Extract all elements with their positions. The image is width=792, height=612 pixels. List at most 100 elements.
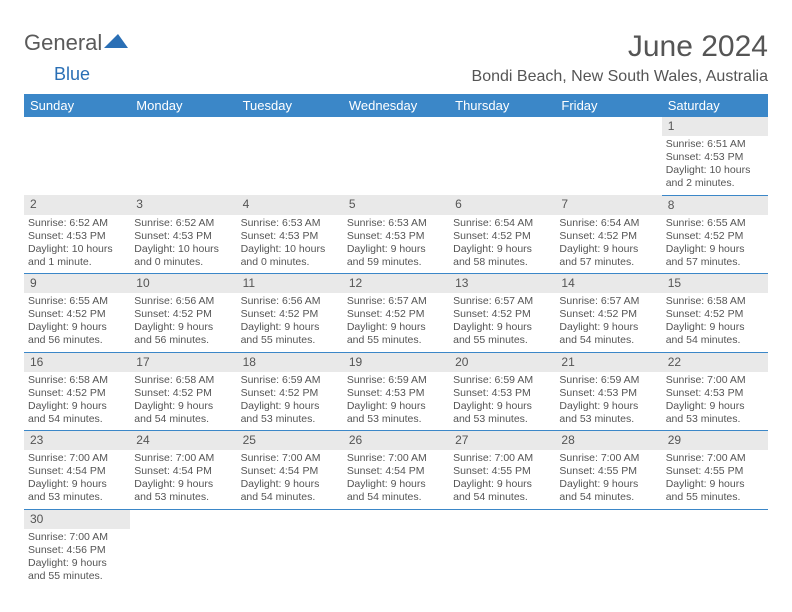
day-sunset: Sunset: 4:52 PM bbox=[559, 308, 657, 321]
day-content-cell: Sunrise: 6:54 AMSunset: 4:52 PMDaylight:… bbox=[449, 215, 555, 274]
day-number-cell bbox=[130, 117, 236, 136]
day-number-cell: 8 bbox=[662, 195, 768, 215]
day-content-cell: Sunrise: 7:00 AMSunset: 4:54 PMDaylight:… bbox=[237, 450, 343, 509]
day-content-cell: Sunrise: 6:59 AMSunset: 4:53 PMDaylight:… bbox=[449, 372, 555, 431]
day-sunrise: Sunrise: 6:55 AM bbox=[28, 295, 126, 308]
day-sunrise: Sunrise: 7:00 AM bbox=[134, 452, 232, 465]
day-sunset: Sunset: 4:53 PM bbox=[28, 230, 126, 243]
day-sunrise: Sunrise: 6:56 AM bbox=[134, 295, 232, 308]
day-header: Monday bbox=[130, 94, 236, 117]
day-d2: and 56 minutes. bbox=[28, 334, 126, 347]
logo-sail-icon bbox=[104, 34, 118, 48]
day-number-cell: 11 bbox=[237, 274, 343, 294]
day-number-cell: 14 bbox=[555, 274, 661, 294]
day-content-cell: Sunrise: 6:53 AMSunset: 4:53 PMDaylight:… bbox=[343, 215, 449, 274]
day-d2: and 55 minutes. bbox=[453, 334, 551, 347]
day-number-cell bbox=[24, 117, 130, 136]
day-header: Friday bbox=[555, 94, 661, 117]
day-sunset: Sunset: 4:54 PM bbox=[241, 465, 339, 478]
day-sunrise: Sunrise: 6:52 AM bbox=[28, 217, 126, 230]
day-sunset: Sunset: 4:54 PM bbox=[347, 465, 445, 478]
day-content-cell bbox=[449, 136, 555, 195]
logo: General Blue bbox=[24, 30, 128, 77]
day-d1: Daylight: 9 hours bbox=[666, 321, 764, 334]
day-content-cell bbox=[130, 136, 236, 195]
day-sunrise: Sunrise: 6:55 AM bbox=[666, 217, 764, 230]
day-d1: Daylight: 9 hours bbox=[241, 478, 339, 491]
calendar-body: 1Sunrise: 6:51 AMSunset: 4:53 PMDaylight… bbox=[24, 117, 768, 587]
logo-sail2-icon bbox=[118, 34, 128, 48]
day-number-cell: 13 bbox=[449, 274, 555, 294]
day-content-cell: Sunrise: 6:57 AMSunset: 4:52 PMDaylight:… bbox=[343, 293, 449, 352]
day-d1: Daylight: 9 hours bbox=[28, 557, 126, 570]
day-content-cell bbox=[237, 529, 343, 588]
day-sunset: Sunset: 4:53 PM bbox=[453, 387, 551, 400]
month-title: June 2024 bbox=[472, 30, 768, 64]
day-number-cell: 4 bbox=[237, 195, 343, 215]
day-sunset: Sunset: 4:52 PM bbox=[134, 308, 232, 321]
day-d1: Daylight: 9 hours bbox=[453, 400, 551, 413]
day-d1: Daylight: 9 hours bbox=[347, 478, 445, 491]
day-d2: and 54 minutes. bbox=[559, 491, 657, 504]
day-sunset: Sunset: 4:52 PM bbox=[559, 230, 657, 243]
day-content-cell: Sunrise: 7:00 AMSunset: 4:55 PMDaylight:… bbox=[449, 450, 555, 509]
day-number-cell: 23 bbox=[24, 431, 130, 451]
day-content-cell bbox=[237, 136, 343, 195]
day-number-cell: 29 bbox=[662, 431, 768, 451]
day-content-row: Sunrise: 7:00 AMSunset: 4:54 PMDaylight:… bbox=[24, 450, 768, 509]
day-number-cell: 2 bbox=[24, 195, 130, 215]
day-sunrise: Sunrise: 6:54 AM bbox=[559, 217, 657, 230]
day-d1: Daylight: 9 hours bbox=[666, 478, 764, 491]
day-content-cell: Sunrise: 6:59 AMSunset: 4:53 PMDaylight:… bbox=[555, 372, 661, 431]
day-content-cell bbox=[555, 529, 661, 588]
day-header: Sunday bbox=[24, 94, 130, 117]
day-sunrise: Sunrise: 6:53 AM bbox=[241, 217, 339, 230]
day-d2: and 53 minutes. bbox=[347, 413, 445, 426]
day-sunrise: Sunrise: 6:59 AM bbox=[347, 374, 445, 387]
day-number-cell: 19 bbox=[343, 352, 449, 372]
daynum-row: 2345678 bbox=[24, 195, 768, 215]
day-number-cell bbox=[555, 117, 661, 136]
day-d1: Daylight: 9 hours bbox=[559, 478, 657, 491]
day-content-cell: Sunrise: 6:55 AMSunset: 4:52 PMDaylight:… bbox=[24, 293, 130, 352]
day-sunset: Sunset: 4:52 PM bbox=[134, 387, 232, 400]
day-content-cell: Sunrise: 6:54 AMSunset: 4:52 PMDaylight:… bbox=[555, 215, 661, 274]
day-d1: Daylight: 9 hours bbox=[28, 321, 126, 334]
day-d2: and 55 minutes. bbox=[241, 334, 339, 347]
day-sunrise: Sunrise: 6:53 AM bbox=[347, 217, 445, 230]
day-d1: Daylight: 10 hours bbox=[666, 164, 764, 177]
day-content-cell: Sunrise: 7:00 AMSunset: 4:53 PMDaylight:… bbox=[662, 372, 768, 431]
day-sunset: Sunset: 4:52 PM bbox=[453, 230, 551, 243]
day-number-cell: 20 bbox=[449, 352, 555, 372]
day-number-cell: 7 bbox=[555, 195, 661, 215]
day-content-cell bbox=[343, 136, 449, 195]
day-sunset: Sunset: 4:53 PM bbox=[666, 387, 764, 400]
day-sunset: Sunset: 4:52 PM bbox=[241, 308, 339, 321]
day-sunrise: Sunrise: 7:00 AM bbox=[28, 452, 126, 465]
day-content-cell: Sunrise: 6:59 AMSunset: 4:52 PMDaylight:… bbox=[237, 372, 343, 431]
day-sunrise: Sunrise: 7:00 AM bbox=[559, 452, 657, 465]
day-d1: Daylight: 10 hours bbox=[28, 243, 126, 256]
day-d1: Daylight: 9 hours bbox=[134, 478, 232, 491]
day-number-cell bbox=[662, 509, 768, 529]
day-number-cell bbox=[343, 117, 449, 136]
day-number-cell: 16 bbox=[24, 352, 130, 372]
day-d1: Daylight: 9 hours bbox=[347, 321, 445, 334]
day-number-cell: 1 bbox=[662, 117, 768, 136]
day-sunrise: Sunrise: 7:00 AM bbox=[28, 531, 126, 544]
calendar-table: Sunday Monday Tuesday Wednesday Thursday… bbox=[24, 94, 768, 587]
day-number-cell: 5 bbox=[343, 195, 449, 215]
day-d2: and 54 minutes. bbox=[559, 334, 657, 347]
day-sunrise: Sunrise: 6:59 AM bbox=[453, 374, 551, 387]
day-content-cell: Sunrise: 6:51 AMSunset: 4:53 PMDaylight:… bbox=[662, 136, 768, 195]
daynum-row: 9101112131415 bbox=[24, 274, 768, 294]
day-content-cell: Sunrise: 6:57 AMSunset: 4:52 PMDaylight:… bbox=[449, 293, 555, 352]
day-content-row: Sunrise: 6:51 AMSunset: 4:53 PMDaylight:… bbox=[24, 136, 768, 195]
day-d2: and 0 minutes. bbox=[241, 256, 339, 269]
day-sunrise: Sunrise: 6:52 AM bbox=[134, 217, 232, 230]
day-content-cell bbox=[449, 529, 555, 588]
day-sunrise: Sunrise: 6:57 AM bbox=[347, 295, 445, 308]
day-sunrise: Sunrise: 6:58 AM bbox=[134, 374, 232, 387]
day-content-cell: Sunrise: 6:56 AMSunset: 4:52 PMDaylight:… bbox=[237, 293, 343, 352]
day-sunset: Sunset: 4:53 PM bbox=[347, 230, 445, 243]
